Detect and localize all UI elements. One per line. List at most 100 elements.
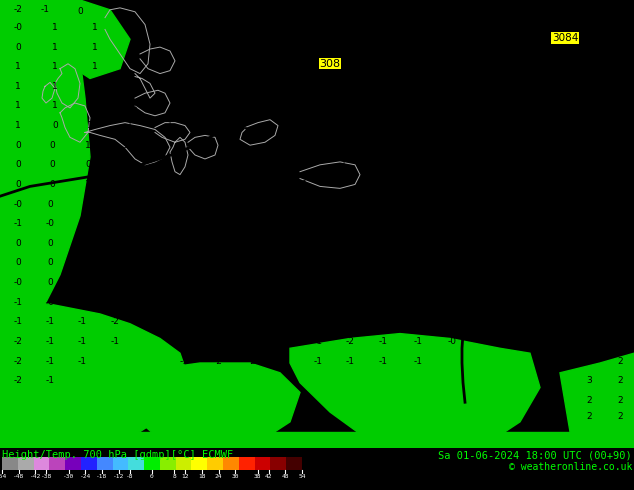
Text: 2: 2 [381,141,387,150]
Text: 1: 1 [442,43,448,51]
Text: 1: 1 [607,3,613,12]
Text: 0: 0 [77,7,83,16]
Bar [49,457,65,470]
Text: 1: 1 [322,43,328,51]
Text: 0: 0 [15,43,21,51]
Text: -2: -2 [214,357,223,366]
Text: 0: 0 [282,278,288,287]
Text: 1: 1 [182,43,188,51]
Text: -1: -1 [346,357,354,366]
Text: 1: 1 [322,101,328,110]
Text: 2: 2 [582,278,588,287]
Text: 38: 38 [254,474,261,479]
Text: 1: 1 [287,239,293,248]
Text: 1: 1 [289,82,295,91]
Text: 1: 1 [305,160,311,170]
Bar [144,457,160,470]
Text: 1: 1 [317,121,323,130]
Text: 2: 2 [552,219,558,228]
Text: 2: 2 [452,141,458,150]
Text: 1: 1 [92,62,98,71]
Text: 1: 1 [359,101,365,110]
Polygon shape [290,334,540,448]
Text: 0: 0 [147,278,153,287]
Text: 1: 1 [242,121,248,130]
Text: 2: 2 [421,258,427,268]
Text: 2: 2 [586,337,592,346]
Text: -0: -0 [347,278,356,287]
Text: -0: -0 [145,297,155,307]
Text: 1: 1 [15,121,21,130]
Text: 2: 2 [256,62,261,71]
Text: 1: 1 [217,62,223,71]
Text: 2: 2 [552,337,558,346]
Text: -0: -0 [195,3,205,12]
Text: 1: 1 [542,82,548,91]
Text: 2: 2 [484,297,490,307]
Text: 0: 0 [219,219,225,228]
Text: 2: 2 [617,413,623,421]
Text: 2: 2 [459,239,465,248]
Text: 0: 0 [215,278,221,287]
Text: 54: 54 [298,474,306,479]
Text: 48: 48 [281,474,289,479]
Text: 2: 2 [485,141,491,150]
Text: -1: -1 [280,297,290,307]
Text: 1: 1 [159,180,165,189]
Text: -42: -42 [30,474,41,479]
Text: 1: 1 [231,180,237,189]
Text: 2: 2 [552,376,558,385]
Text: 1: 1 [52,43,58,51]
Text: 2: 2 [529,199,535,209]
Text: -1: -1 [378,337,387,346]
Text: 42: 42 [265,474,273,479]
Text: 1: 1 [567,3,573,12]
Text: 1: 1 [87,121,93,130]
Text: 1: 1 [114,239,120,248]
Text: 1: 1 [604,82,610,91]
Text: 1: 1 [15,101,21,110]
Text: -8: -8 [126,474,134,479]
Text: -54: -54 [0,474,8,479]
Polygon shape [0,432,634,448]
Text: 0: 0 [114,219,120,228]
Text: -0: -0 [448,337,456,346]
Text: 1: 1 [137,43,143,51]
Text: 1: 1 [391,219,397,228]
Text: 0: 0 [15,160,21,170]
Text: 1: 1 [260,199,266,209]
Text: 0: 0 [121,160,127,170]
Text: 1: 1 [413,160,419,170]
Text: 1: 1 [195,180,201,189]
Text: -1: -1 [214,337,223,346]
Text: 2: 2 [521,239,527,248]
Text: 2: 2 [455,258,461,268]
Text: 2: 2 [591,199,597,209]
Bar [239,457,255,470]
Text: 1: 1 [92,23,98,32]
Text: 1: 1 [542,43,548,51]
Text: -1: -1 [413,357,422,366]
Text: 18: 18 [198,474,206,479]
Text: -38: -38 [41,474,52,479]
Text: 1: 1 [302,3,308,12]
Text: -1: -1 [46,357,55,366]
Text: 2: 2 [425,121,431,130]
Text: -1: -1 [280,357,290,366]
Text: 1: 1 [190,199,196,209]
Text: 1: 1 [399,199,405,209]
Text: 1: 1 [295,62,301,71]
Text: 2: 2 [586,396,592,405]
Text: 1: 1 [121,180,127,189]
Text: -12: -12 [113,474,124,479]
Text: 1: 1 [127,121,133,130]
Text: 1: 1 [302,180,308,189]
Text: 1: 1 [447,160,453,170]
Text: -48: -48 [13,474,24,479]
Text: 1: 1 [155,199,161,209]
Bar [34,457,49,470]
Text: -0: -0 [46,297,55,307]
Text: 1: 1 [477,43,483,51]
Bar [191,457,207,470]
Text: 1: 1 [52,101,58,110]
